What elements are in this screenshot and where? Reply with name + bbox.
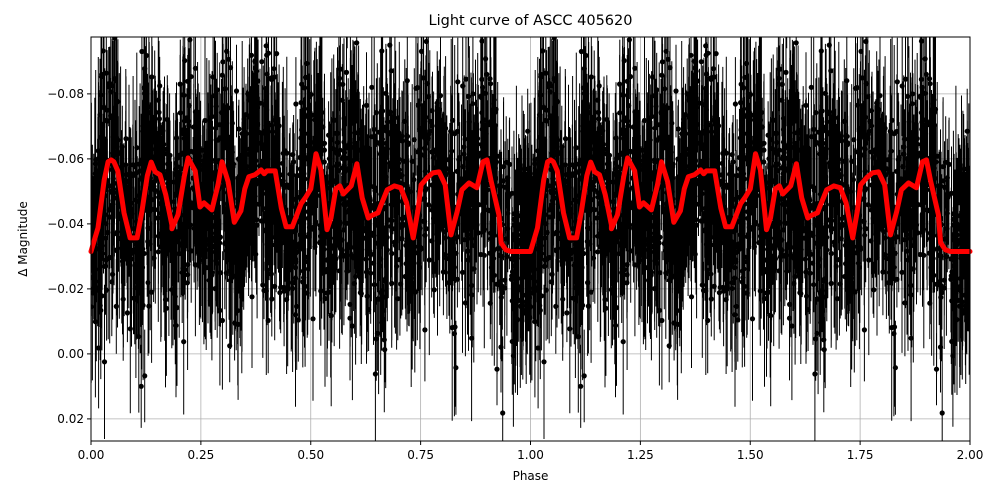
y-axis-label: Δ Magnitude [16, 201, 30, 277]
x-tick-label: 0.50 [297, 448, 325, 462]
x-tick-label: 1.00 [517, 448, 544, 462]
model-curve [88, 151, 973, 254]
chart-title: Light curve of ASCC 405620 [428, 13, 633, 29]
y-tick-label: 0.00 [57, 346, 84, 361]
y-tick-label: −0.08 [47, 86, 84, 101]
y-tick-label: −0.02 [47, 281, 84, 296]
x-tick-label: 1.50 [736, 448, 764, 462]
x-tick-label: 0.25 [187, 448, 215, 462]
y-tick-label: 0.02 [57, 411, 84, 426]
y-tick-label: −0.06 [47, 151, 84, 166]
x-axis-label: Phase [512, 469, 549, 483]
x-tick-label: 0.75 [407, 448, 434, 462]
x-tick-label: 1.25 [627, 448, 654, 462]
x-tick-label: 1.75 [846, 448, 874, 462]
x-tick-label: 2.00 [956, 448, 984, 462]
tick-marks [87, 93, 971, 445]
y-tick-label: −0.04 [47, 216, 84, 231]
x-tick-label: 0.00 [77, 448, 105, 462]
